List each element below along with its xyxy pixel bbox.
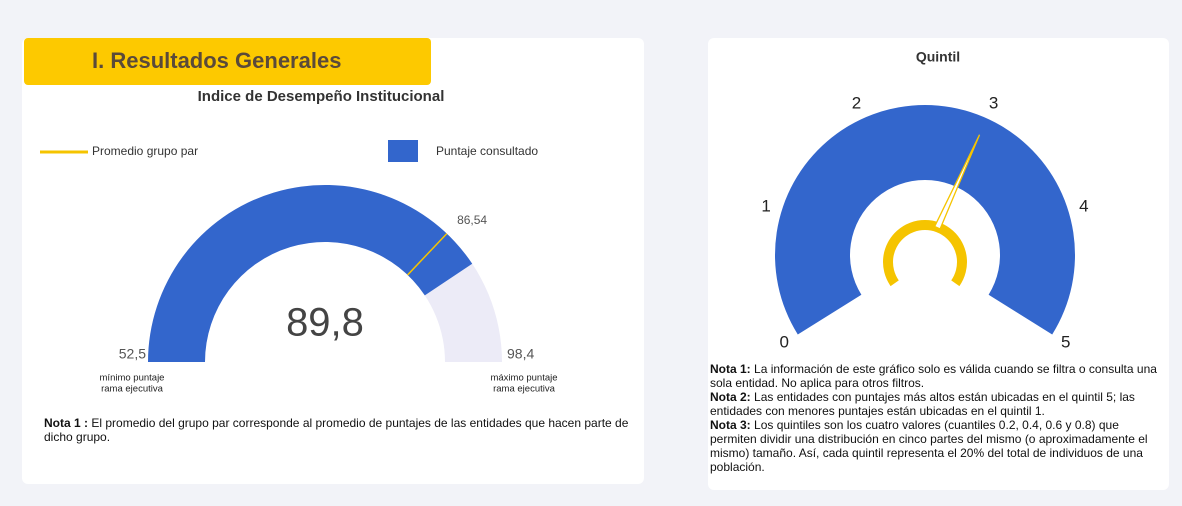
note-label: Nota 1 : bbox=[44, 416, 89, 430]
tick-caption: máximo puntaje bbox=[490, 373, 557, 384]
tick-label: 1 bbox=[761, 197, 770, 216]
tick-label: 4 bbox=[1079, 197, 1088, 216]
note-label: Nota 1: bbox=[710, 362, 751, 376]
note: Nota 2: Las entidades con puntajes más a… bbox=[710, 390, 1165, 418]
tick-label: 5 bbox=[1061, 332, 1070, 351]
tick-caption: rama ejecutiva bbox=[493, 384, 555, 395]
note: Nota 1: La información de este gráfico s… bbox=[710, 362, 1165, 390]
legend-label: Promedio grupo par bbox=[92, 144, 198, 158]
note: Nota 3: Los quintiles son los cuatro val… bbox=[710, 418, 1165, 474]
tick-label: 0 bbox=[779, 332, 788, 351]
chart-title: Indice de Desempeño Institucional bbox=[198, 88, 445, 105]
value-label: 89,8 bbox=[286, 301, 364, 345]
panel bbox=[22, 38, 644, 484]
tick-label: 52,5 bbox=[119, 346, 146, 362]
reference-line bbox=[407, 233, 448, 276]
legend-swatch bbox=[388, 140, 418, 162]
note-text: La información de este gráfico solo es v… bbox=[710, 362, 1157, 390]
reference-label: 86,54 bbox=[457, 213, 487, 227]
tick-caption: rama ejecutiva bbox=[101, 384, 163, 395]
note: Nota 1 : El promedio del grupo par corre… bbox=[44, 416, 634, 444]
hub-ring bbox=[883, 220, 968, 287]
tick-label: 2 bbox=[852, 93, 861, 112]
header-box bbox=[24, 38, 431, 85]
chart-title: Quintil bbox=[916, 49, 960, 65]
note-text: El promedio del grupo par corresponde al… bbox=[44, 416, 629, 444]
tick-label: 98,4 bbox=[507, 346, 534, 362]
header-title: I. Resultados Generales bbox=[92, 48, 341, 73]
dial-band bbox=[775, 104, 1075, 335]
gauge-value bbox=[148, 184, 473, 362]
tick-caption: mínimo puntaje bbox=[100, 373, 165, 384]
note-label: Nota 2: bbox=[710, 390, 751, 404]
legend-label: Puntaje consultado bbox=[436, 144, 538, 158]
note-text: Los quintiles son los cuatro valores (cu… bbox=[710, 418, 1148, 474]
note-label: Nota 3: bbox=[710, 418, 751, 432]
tick-label: 3 bbox=[989, 93, 998, 112]
note-text: Las entidades con puntajes más altos est… bbox=[710, 390, 1135, 418]
needle bbox=[933, 134, 981, 230]
notes: Nota 1: La información de este gráfico s… bbox=[710, 362, 1165, 474]
